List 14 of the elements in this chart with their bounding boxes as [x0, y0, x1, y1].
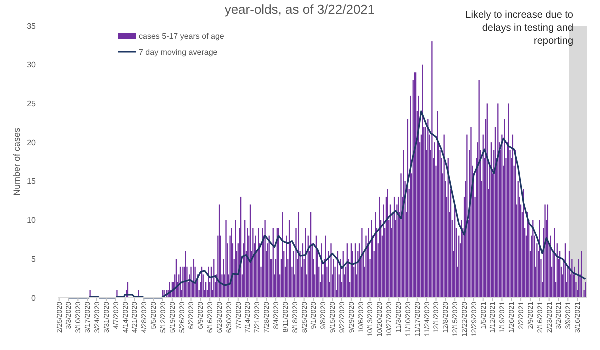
y-tick-label: 10: [27, 216, 37, 226]
band-label: Likely to increase due to delays in testing and reporting: [466, 10, 574, 47]
y-tick-label: 5: [32, 254, 37, 264]
y-tick-label: 0: [32, 294, 37, 303]
y-tick-label: 25: [27, 100, 37, 109]
legend-label: 7 day moving average: [139, 48, 218, 57]
y-tick-label: 35: [27, 22, 37, 31]
y-tick-label: 15: [27, 177, 37, 186]
y-axis-title: Number of cases: [12, 127, 22, 196]
legend-label: cases 5-17 years of age: [139, 32, 225, 41]
y-tick-label: 20: [27, 138, 37, 148]
line-series: [68, 110, 586, 299]
y-tick-label: 30: [27, 60, 37, 70]
chart-title: year-olds, as of 3/22/2021: [224, 2, 376, 17]
